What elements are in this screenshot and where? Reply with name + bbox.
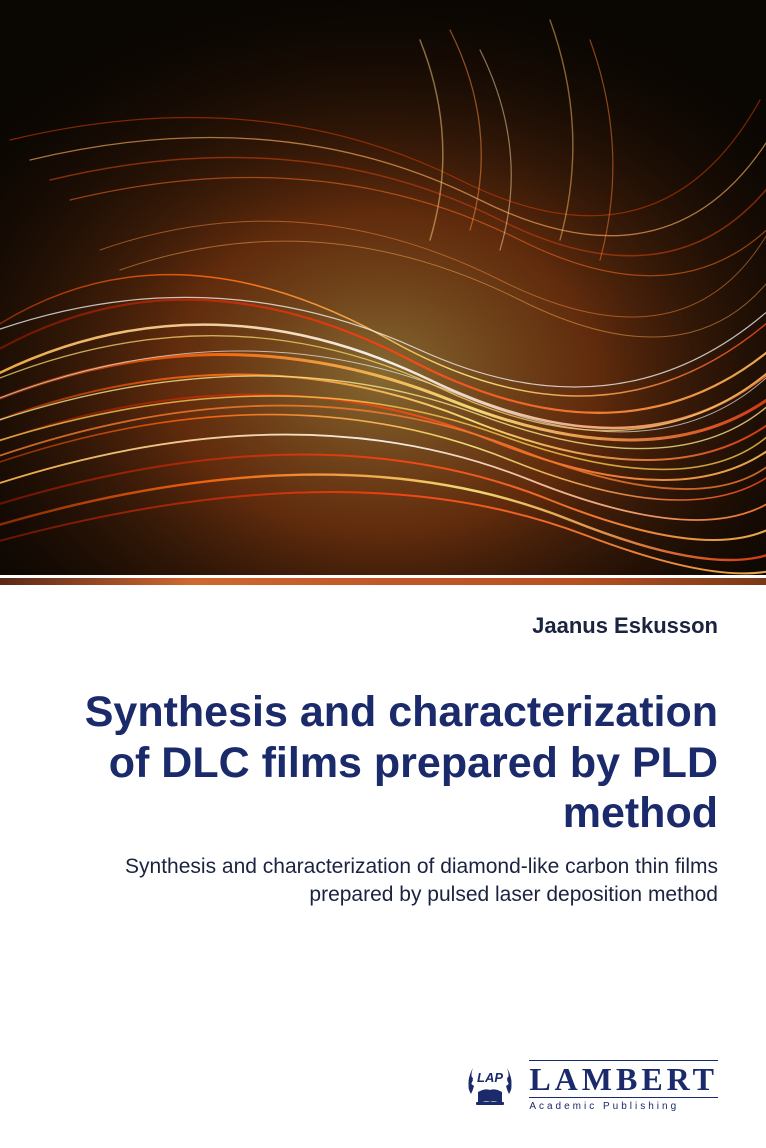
info-panel: Jaanus Eskusson Synthesis and characteri… xyxy=(0,585,766,1148)
cover-image xyxy=(0,0,766,575)
accent-strip xyxy=(0,575,766,585)
publisher-name: LAMBERT xyxy=(529,1063,718,1095)
publisher-logo-icon: LAP xyxy=(461,1056,519,1114)
book-subtitle: Synthesis and characterization of diamon… xyxy=(48,853,718,908)
book-title: Synthesis and characterization of DLC fi… xyxy=(48,687,718,839)
publisher-text: LAMBERT Academic Publishing xyxy=(529,1058,718,1112)
light-trails-svg xyxy=(0,0,766,575)
author-name: Jaanus Eskusson xyxy=(48,613,718,639)
publisher-block: LAP LAMBERT Academic Publishing xyxy=(461,1056,718,1114)
publisher-tagline: Academic Publishing xyxy=(529,1102,718,1112)
svg-text:LAP: LAP xyxy=(477,1070,503,1085)
